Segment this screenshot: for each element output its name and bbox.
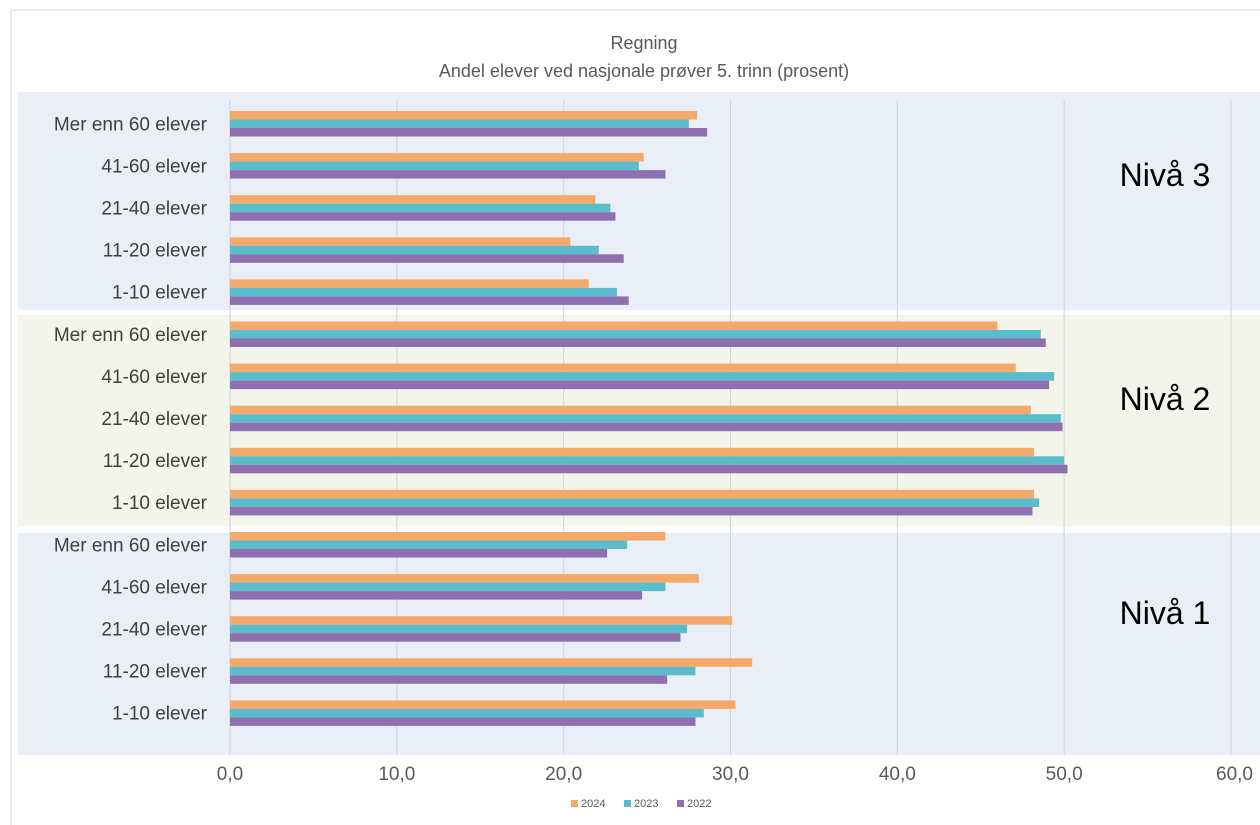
legend-label-2022: 2022 — [687, 798, 711, 810]
x-tick-label: 20,0 — [545, 764, 582, 785]
bar-niv-1-mer-enn-60-elever-2023 — [230, 540, 628, 549]
bar-niv-2-1-10-elever-2022 — [230, 506, 1033, 516]
x-tick-label: 30,0 — [712, 764, 749, 785]
legend-swatch-2023 — [624, 800, 631, 807]
bar-niv-3-41-60-elever-2023 — [230, 161, 639, 171]
bar-niv-1-1-10-elever-2023 — [230, 708, 704, 718]
bar-niv-1-11-20-elever-2024 — [230, 658, 753, 667]
category-labels: Mer enn 60 elever 41-60 elever 21-40 eleve… — [54, 114, 208, 724]
category-label: 1-10 elever — [112, 704, 208, 725]
bar-niv-2-21-40-elever-2024 — [230, 405, 1031, 415]
bar-niv-2-11-20-elever-2022 — [230, 464, 1068, 474]
category-label: 41-60 elever — [101, 367, 207, 388]
category-label: Mer enn 60 elever — [54, 114, 208, 135]
x-axis-ticks: 0,0 10,0 20,0 30,0 40,0 50,0 60,0 — [217, 764, 1253, 785]
bar-niv-2-mer-enn-60-elever-2023 — [230, 330, 1041, 339]
category-label: 21-40 elever — [101, 619, 207, 640]
bar-niv-3-21-40-elever-2024 — [230, 195, 596, 204]
x-tick-label: 60,0 — [1216, 764, 1253, 785]
bar-niv-2-21-40-elever-2023 — [230, 414, 1061, 423]
category-label: 41-60 elever — [101, 577, 207, 598]
bar-niv-3-41-60-elever-2024 — [230, 153, 644, 162]
x-tick-label: 10,0 — [378, 764, 415, 785]
legend-label-2024: 2024 — [581, 798, 605, 810]
chart-title: Regning — [610, 33, 677, 53]
category-label: 11-20 elever — [103, 662, 208, 683]
bar-niv-2-11-20-elever-2023 — [230, 456, 1065, 465]
bar-niv-2-41-60-elever-2022 — [230, 380, 1050, 390]
category-label: 41-60 elever — [101, 156, 207, 177]
bar-niv-3-21-40-elever-2023 — [230, 203, 611, 213]
bar-niv-3-1-10-elever-2024 — [230, 279, 589, 288]
category-label: 21-40 elever — [101, 409, 207, 430]
legend: 2024 2023 2022 — [571, 798, 711, 810]
level-labels: Nivå 3 Nivå 2 Nivå 1 — [1120, 157, 1211, 631]
bar-niv-2-1-10-elever-2023 — [230, 498, 1040, 507]
category-label: 1-10 elever — [112, 283, 208, 304]
category-label: Mer enn 60 elever — [54, 535, 208, 556]
bar-niv-1-mer-enn-60-elever-2022 — [230, 549, 608, 558]
legend-label-2023: 2023 — [634, 798, 658, 810]
bar-niv-1-21-40-elever-2023 — [230, 624, 688, 634]
level-label-niv-3: Nivå 3 — [1120, 157, 1211, 193]
legend-swatch-2022 — [677, 800, 684, 807]
bar-niv-3-mer-enn-60-elever-2023 — [230, 119, 689, 128]
bar-niv-1-41-60-elever-2024 — [230, 574, 699, 583]
bar-niv-2-1-10-elever-2024 — [230, 489, 1035, 499]
bar-niv-1-41-60-elever-2023 — [230, 582, 666, 592]
bar-niv-3-1-10-elever-2023 — [230, 287, 618, 297]
bar-niv-3-11-20-elever-2023 — [230, 245, 599, 255]
x-tick-label: 40,0 — [879, 764, 916, 785]
bar-niv-2-mer-enn-60-elever-2024 — [230, 321, 998, 330]
bar-niv-1-21-40-elever-2022 — [230, 633, 681, 642]
bar-niv-2-41-60-elever-2024 — [230, 363, 1016, 373]
category-label: 11-20 elever — [103, 241, 208, 262]
bar-niv-3-41-60-elever-2022 — [230, 170, 666, 179]
bar-niv-3-11-20-elever-2022 — [230, 254, 624, 263]
bar-niv-2-21-40-elever-2022 — [230, 422, 1063, 432]
bar-niv-1-1-10-elever-2024 — [230, 700, 736, 709]
bar-niv-3-mer-enn-60-elever-2024 — [230, 111, 698, 120]
bars — [230, 111, 1068, 726]
x-tick-label: 50,0 — [1046, 764, 1083, 785]
legend-swatch-2024 — [571, 800, 578, 807]
category-label: 11-20 elever — [103, 451, 208, 472]
bar-niv-1-mer-enn-60-elever-2024 — [230, 532, 666, 541]
bar-niv-1-11-20-elever-2023 — [230, 666, 696, 676]
bar-niv-2-mer-enn-60-elever-2022 — [230, 338, 1046, 347]
bar-niv-1-11-20-elever-2022 — [230, 675, 668, 684]
bar-niv-2-41-60-elever-2023 — [230, 372, 1055, 381]
bar-niv-2-11-20-elever-2024 — [230, 447, 1035, 457]
category-label: 21-40 elever — [101, 198, 207, 219]
bar-niv-3-21-40-elever-2022 — [230, 212, 616, 221]
level-label-niv-2: Nivå 2 — [1120, 381, 1211, 417]
bar-niv-1-21-40-elever-2024 — [230, 616, 733, 625]
bar-niv-3-mer-enn-60-elever-2022 — [230, 128, 708, 137]
category-label: 1-10 elever — [112, 493, 208, 514]
bar-niv-1-1-10-elever-2022 — [230, 717, 696, 726]
bar-niv-3-1-10-elever-2022 — [230, 296, 629, 305]
bar-niv-1-41-60-elever-2022 — [230, 591, 643, 600]
bar-niv-3-11-20-elever-2024 — [230, 237, 571, 246]
x-tick-label: 0,0 — [217, 764, 243, 785]
chart-subtitle: Andel elever ved nasjonale prøver 5. tri… — [439, 61, 849, 81]
category-label: Mer enn 60 elever — [54, 325, 208, 346]
level-label-niv-1: Nivå 1 — [1120, 595, 1211, 631]
